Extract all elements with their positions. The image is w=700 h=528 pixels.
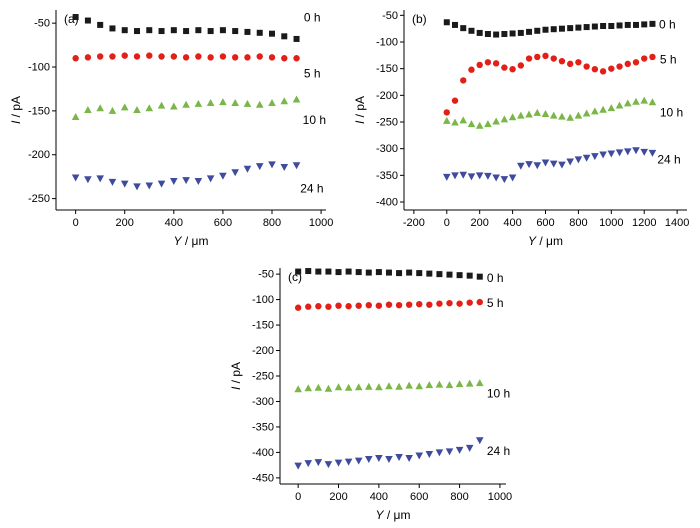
svg-text:I / pA: I / pA <box>9 96 23 124</box>
svg-text:-400: -400 <box>252 447 274 459</box>
svg-text:Y / μm: Y / μm <box>376 508 411 522</box>
svg-text:1000: 1000 <box>488 491 512 503</box>
svg-text:0 h: 0 h <box>487 271 504 285</box>
svg-text:1200: 1200 <box>632 217 656 229</box>
panel-a-chart: 0 200 400 600 800 1000 -250 -200 -150 -100 -50 Y / … <box>8 2 338 252</box>
svg-text:Y / μm: Y / μm <box>174 234 209 248</box>
svg-text:1000: 1000 <box>309 217 333 229</box>
svg-text:I / pA: I / pA <box>229 362 243 390</box>
svg-text:10 h: 10 h <box>487 386 510 400</box>
svg-text:-250: -250 <box>376 117 398 129</box>
svg-text:24 h: 24 h <box>657 153 680 167</box>
svg-text:400: 400 <box>503 217 521 229</box>
svg-text:200: 200 <box>329 491 347 503</box>
svg-text:-150: -150 <box>252 320 274 332</box>
svg-text:(b): (b) <box>412 12 427 26</box>
svg-text:600: 600 <box>410 491 428 503</box>
svg-text:600: 600 <box>214 217 232 229</box>
svg-text:-200: -200 <box>28 149 50 161</box>
svg-text:-100: -100 <box>252 294 274 306</box>
svg-text:800: 800 <box>263 217 281 229</box>
svg-text:10 h: 10 h <box>303 113 326 127</box>
svg-text:-50: -50 <box>382 10 398 22</box>
svg-text:-200: -200 <box>252 345 274 357</box>
svg-text:200: 200 <box>471 217 489 229</box>
svg-text:-300: -300 <box>376 143 398 155</box>
svg-text:800: 800 <box>569 217 587 229</box>
svg-text:-300: -300 <box>252 396 274 408</box>
svg-text:5 h: 5 h <box>660 52 677 66</box>
svg-text:10 h: 10 h <box>660 106 683 120</box>
svg-text:0 h: 0 h <box>659 18 676 32</box>
svg-text:-150: -150 <box>28 105 50 117</box>
svg-text:I / pA: I / pA <box>353 96 367 124</box>
svg-text:-50: -50 <box>258 269 274 281</box>
svg-text:-200: -200 <box>376 90 398 102</box>
svg-text:5 h: 5 h <box>487 296 504 310</box>
svg-text:24 h: 24 h <box>300 181 323 195</box>
svg-text:-150: -150 <box>376 63 398 75</box>
svg-text:400: 400 <box>370 491 388 503</box>
svg-text:800: 800 <box>450 491 468 503</box>
svg-text:-350: -350 <box>376 170 398 182</box>
svg-text:0: 0 <box>444 217 450 229</box>
svg-text:24 h: 24 h <box>487 444 510 458</box>
svg-text:5 h: 5 h <box>304 67 321 81</box>
svg-text:0: 0 <box>295 491 301 503</box>
panel-b-chart: -200 0 200 400 600 800 1000 1200 1400 -400 -350 -30… <box>352 2 697 252</box>
svg-text:-50: -50 <box>34 18 50 30</box>
panel-c-chart: 0 200 400 600 800 1000 -450 -400 -350 -300 -250 -20… <box>228 262 518 526</box>
svg-text:-100: -100 <box>376 37 398 49</box>
svg-text:400: 400 <box>165 217 183 229</box>
svg-text:0 h: 0 h <box>304 10 321 24</box>
svg-text:Y / μm: Y / μm <box>528 234 563 248</box>
svg-text:600: 600 <box>536 217 554 229</box>
svg-text:-350: -350 <box>252 421 274 433</box>
svg-text:-100: -100 <box>28 62 50 74</box>
svg-text:-250: -250 <box>252 371 274 383</box>
svg-text:200: 200 <box>116 217 134 229</box>
svg-text:-250: -250 <box>28 193 50 205</box>
svg-text:-200: -200 <box>403 217 425 229</box>
svg-text:-400: -400 <box>376 197 398 209</box>
svg-text:1000: 1000 <box>599 217 623 229</box>
svg-text:0: 0 <box>73 217 79 229</box>
svg-text:1400: 1400 <box>665 217 689 229</box>
svg-text:-450: -450 <box>252 472 274 484</box>
